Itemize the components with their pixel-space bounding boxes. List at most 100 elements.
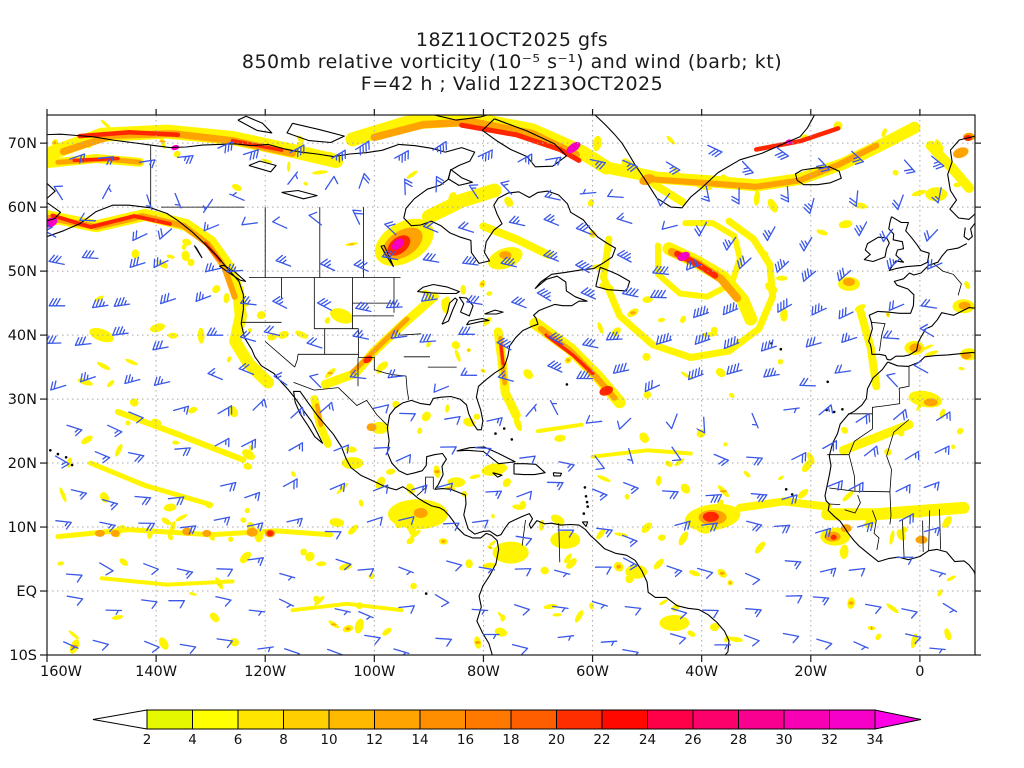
vorticity-blob [958,301,971,310]
wind-barb [207,367,223,381]
vorticity-speckle [523,369,534,380]
border-path [827,428,873,456]
vorticity-speckle [226,356,232,363]
lat-tick-label: 30N [8,392,37,408]
wind-barb [172,405,190,415]
wind-barb [257,646,274,653]
vorticity-speckle [624,493,630,500]
wind-barb [471,608,489,615]
lat-tick-label: 10N [8,520,37,536]
island-dot [565,383,569,386]
wind-barb [934,445,950,455]
wind-barb [773,524,791,534]
island-dot [510,438,514,441]
border-path [521,519,526,546]
coastline-path [466,317,490,326]
vorticity-speckle [658,599,669,606]
vorticity-speckle [723,442,728,447]
wind-barb [652,265,670,275]
wind-barb [713,453,730,467]
vorticity-speckle [596,529,606,540]
wind-barb [888,300,905,312]
wind-barb [594,566,612,575]
vorticity-speckle [421,411,431,422]
vorticity-speckle [486,291,493,296]
border-path [338,387,388,426]
wind-barb [485,490,503,500]
vorticity-speckle [674,458,685,467]
wind-barb [591,600,608,609]
border-path [558,523,561,563]
vorticity-speckle [368,573,375,580]
colorbar-tick-label: 18 [502,732,519,748]
colorbar-tick-label: 16 [457,732,474,748]
vorticity-speckle [543,603,558,610]
vorticity-speckle [451,341,461,350]
wind-barb [726,362,743,375]
wind-barb [275,254,292,267]
vorticity-speckle [173,150,181,158]
coastline-path [286,122,345,144]
island-dot [583,486,587,489]
wind-barb [622,648,639,655]
wind-barb [474,447,492,457]
wind-barb [74,336,92,346]
wind-barb [760,339,777,352]
wind-barb [863,445,879,457]
wind-barb [815,527,832,539]
vorticity-speckle [303,181,309,186]
wind-barb [923,229,939,242]
vorticity-speckle [187,258,195,267]
vorticity-speckle [312,170,328,175]
wind-barb [246,522,264,532]
vorticity-blob [625,564,648,579]
vorticity-speckle [242,449,255,460]
wind-barb [440,446,457,455]
vorticity-speckle [653,558,664,570]
vorticity-speckle-core [616,564,621,569]
wind-barb [517,153,533,165]
coastline-layer [47,115,975,655]
wind-barb [896,556,914,565]
colorbar-tick-label: 6 [234,732,243,748]
wind-barb [805,336,822,348]
wind-barb [381,249,399,261]
wind-barb [650,289,667,299]
wind-barb [329,482,346,493]
vorticity-speckle-core [434,470,440,474]
vorticity-speckle-core [345,627,351,631]
vorticity-band [72,156,120,163]
wind-barb [857,521,874,533]
wind-barb [612,362,630,374]
wind-barb [215,595,232,607]
lon-tick-label: 60W [576,664,609,680]
wind-barb [624,605,642,616]
wind-barb [216,638,234,649]
vorticity-speckle [574,610,584,623]
vorticity-speckle [212,285,221,294]
wind-barb [497,370,514,382]
wind-barb [138,522,156,532]
island-dot [826,380,829,384]
wind-barb [436,482,454,492]
wind-barb [471,519,489,529]
wind-barb [848,481,864,493]
wind-barb [176,154,194,165]
wind-barb [547,360,563,373]
border-path [293,382,339,391]
wind-barb [500,180,513,195]
vorticity-speckle [376,361,389,372]
border-path [872,510,880,551]
vorticity-band [621,158,687,206]
border-path [405,375,410,400]
wind-barb [252,398,267,411]
island-dot [494,432,497,435]
wind-barb [101,498,119,511]
vorticity-band [735,497,832,512]
wind-barb [511,296,527,309]
vorticity-speckle [119,558,129,566]
vorticity-band [479,222,553,260]
wind-barb [803,197,815,215]
coastline-path [237,115,273,134]
vorticity-speckle [305,551,315,562]
